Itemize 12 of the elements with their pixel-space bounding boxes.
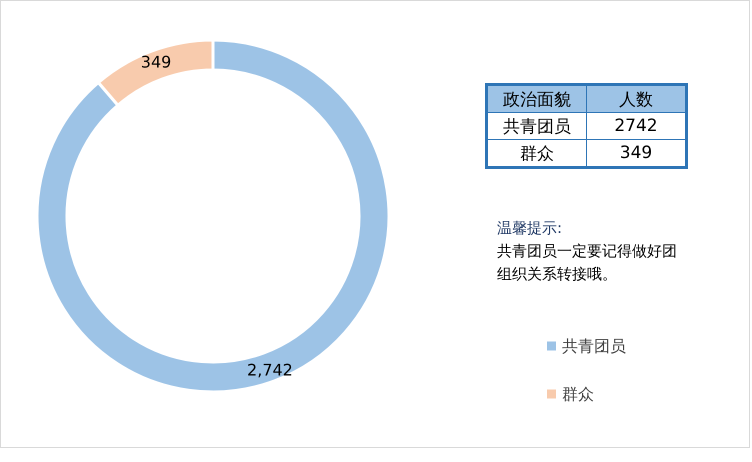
text: 349 bbox=[586, 140, 686, 168]
data-label: 349 bbox=[140, 52, 172, 72]
data-label: 2,742 bbox=[247, 360, 293, 380]
text: 群众 bbox=[486, 140, 586, 168]
text: 温馨提示: bbox=[497, 218, 564, 239]
text: 共青团员一定要记得做好团组织关系转接哦。 bbox=[497, 241, 678, 285]
text: 共青团员 bbox=[486, 112, 586, 140]
text: 政治面貌 bbox=[486, 84, 586, 112]
legend-label: 群众 bbox=[562, 384, 594, 404]
legend-label: 共青团员 bbox=[562, 336, 626, 356]
text: 2742 bbox=[586, 112, 686, 140]
text: 人数 bbox=[586, 84, 686, 112]
